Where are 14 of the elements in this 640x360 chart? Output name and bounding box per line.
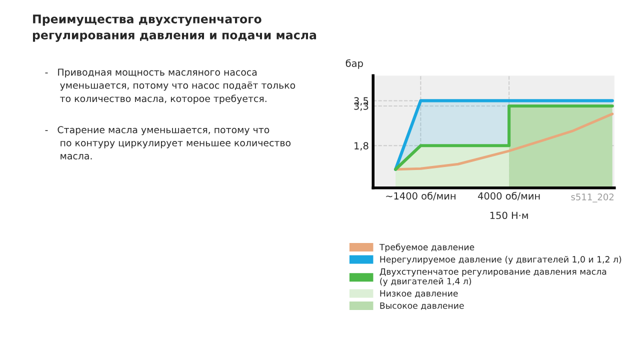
- legend-label: Требуемое давление: [379, 244, 474, 252]
- text: s511_202: [571, 194, 614, 202]
- text: - Старение масла уменьшается, потому что по контуру циркулирует меньшее количество масла.: [45, 126, 291, 160]
- x-tick-label: 4000 об/мин: [478, 192, 540, 200]
- legend-label: Высокое давление: [380, 302, 464, 310]
- legend-label: Двухступенчатое регулирование давления масла (у двигателей 1,4 л): [380, 268, 606, 286]
- text: - Приводная мощность масляного насоса уменьшается, потому что насос подаёт только то количество масла, которое требуется.: [45, 68, 296, 104]
- legend-label: Низкое давление: [380, 290, 458, 298]
- y-axis-title: бар: [346, 59, 363, 69]
- x-tick-label: ~1400 об/мин: [386, 192, 456, 200]
- annotation: 150 Н·м: [490, 212, 528, 220]
- legend-label: Нерегулируемое давление (у двигателей 1,0 и 1,2 л): [380, 256, 622, 264]
- y-tick-label: 1,8: [354, 142, 368, 150]
- text: Преимущества двухступенчатого регулирования давления и подачи масла: [32, 14, 316, 42]
